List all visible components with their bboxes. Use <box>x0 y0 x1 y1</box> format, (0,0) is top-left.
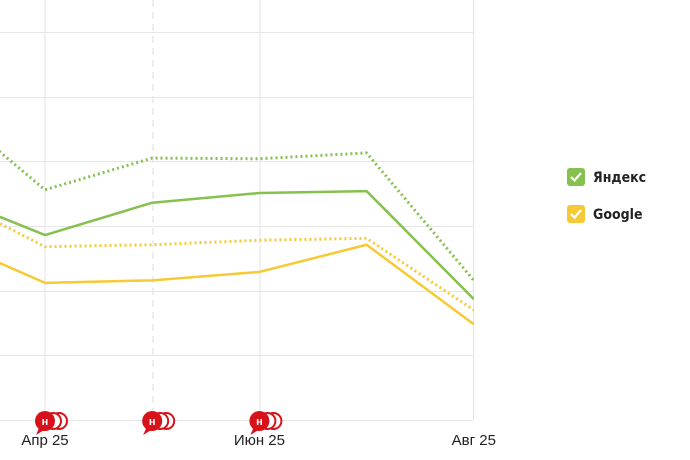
event-bubble <box>249 411 270 431</box>
event-tail <box>143 428 152 435</box>
event-bubble <box>35 411 55 431</box>
x-tick-label: Апр 25 <box>21 432 68 449</box>
legend-check <box>570 209 582 220</box>
event-label: н <box>42 416 49 428</box>
series-line <box>0 150 474 282</box>
legend-label[interactable]: Google <box>593 207 643 223</box>
legend-checkbox[interactable] <box>567 168 585 186</box>
series-line <box>0 221 474 312</box>
event-tail <box>250 428 259 435</box>
event-bubble <box>142 411 163 431</box>
series-line <box>0 189 474 300</box>
event-marker: н <box>35 411 68 435</box>
event-tail <box>36 428 44 435</box>
event-label: н <box>149 416 156 428</box>
event-label: н <box>256 416 263 428</box>
event-marker: н <box>142 411 176 435</box>
x-tick-label: Июн 25 <box>234 432 285 449</box>
legend-checkbox[interactable] <box>567 205 585 223</box>
plot-area <box>0 32 474 421</box>
legend-check <box>570 172 582 183</box>
x-tick-label: Авг 25 <box>452 432 496 449</box>
legend-label[interactable]: Яндекс <box>593 170 646 186</box>
series-line <box>0 243 474 326</box>
event-marker: н <box>249 411 283 435</box>
